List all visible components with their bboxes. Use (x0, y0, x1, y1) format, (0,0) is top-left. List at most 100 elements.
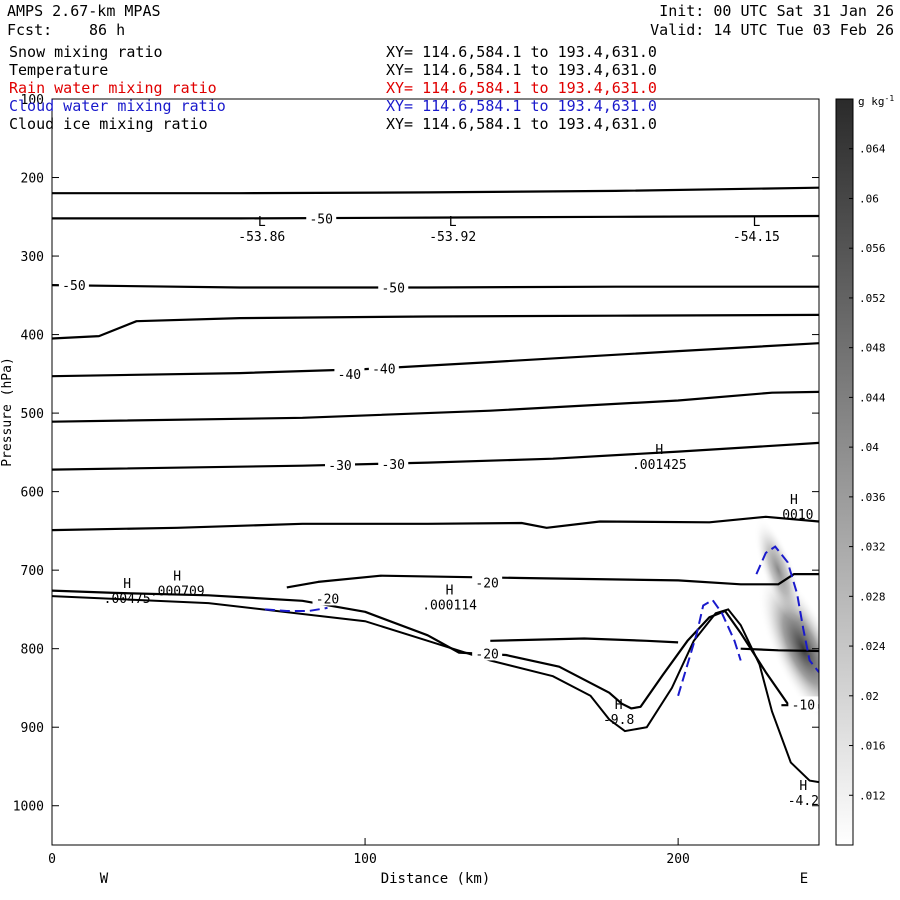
model-title: AMPS 2.67-km MPAS (7, 2, 161, 20)
field-xy-range: XY= 114.6,584.1 to 193.4,631.0 (386, 97, 657, 115)
forecast-label: Fcst: (7, 21, 53, 39)
y-tick-label: 400 (21, 329, 44, 344)
colorbar-tick-label: .024 (859, 640, 886, 653)
contour-label: -20 (475, 647, 498, 662)
init-time: Init: 00 UTC Sat 31 Jan 26 (659, 2, 894, 20)
colorbar-tick-label: .044 (859, 391, 886, 404)
extremum-value: -4.2 (788, 794, 819, 809)
contour-label-bg (368, 360, 399, 376)
field-xy-range: XY= 114.6,584.1 to 193.4,631.0 (386, 115, 657, 133)
valid-time: Valid: 14 UTC Tue 03 Feb 26 (650, 21, 894, 39)
colorbar-tick-label: .052 (859, 292, 886, 305)
isotherm-line (52, 284, 819, 289)
west-label: W (100, 871, 109, 887)
y-tick-label: 600 (21, 486, 44, 501)
extremum-value: -53.92 (429, 230, 476, 245)
field-name: Cloud ice mixing ratio (9, 115, 208, 133)
extremum-marker: L (258, 215, 266, 230)
colorbar-unit: g kg-1 (858, 94, 894, 108)
field-xy-range: XY= 114.6,584.1 to 193.4,631.0 (386, 43, 657, 61)
y-tick-label: 1000 (13, 800, 44, 815)
contour-label: -40 (372, 362, 395, 377)
y-tick-label: 900 (21, 721, 44, 736)
extremum-value: .000114 (422, 599, 477, 614)
extremum-marker: H (655, 443, 663, 458)
isotherm-line (52, 342, 819, 378)
colorbar-tick-label: .048 (859, 342, 886, 355)
snow-shading (754, 518, 803, 623)
colorbar-tick-label: .016 (859, 740, 886, 753)
y-tick-label: 500 (21, 407, 44, 422)
contour-label-bg (306, 210, 337, 226)
isotherm-line (52, 214, 819, 220)
contour-label: -40 (338, 368, 361, 383)
extremum-value: .001425 (632, 458, 687, 473)
extremum-marker: L (752, 215, 760, 230)
field-name: Temperature (9, 61, 108, 79)
colorbar-tick-label: .032 (859, 541, 886, 554)
contour-label: -20 (475, 577, 498, 592)
colorbar-tick-label: .056 (859, 242, 886, 255)
y-tick-label: 700 (21, 564, 44, 579)
field-name: Rain water mixing ratio (9, 79, 217, 97)
x-tick-label: 100 (353, 852, 376, 867)
contour-label-bg (325, 456, 356, 472)
cloud-water-contour (677, 598, 742, 697)
colorbar-tick-label: .064 (859, 143, 886, 156)
isotherm-line (286, 573, 819, 589)
contour-label-bg (788, 696, 819, 712)
extremum-marker: H (799, 779, 807, 794)
isotherm-line (490, 637, 679, 644)
contour-label: -50 (62, 279, 85, 294)
isotherm-line (52, 390, 819, 423)
contour-label-bg (312, 590, 343, 606)
colorbar-scale (835, 98, 854, 846)
colorbar-unit-exponent: -1 (885, 94, 895, 103)
contour-label-bg (378, 279, 409, 295)
extremum-marker: H (123, 577, 131, 592)
isotherm-line (52, 313, 819, 340)
extremum-value: -53.86 (238, 230, 285, 245)
cloud-water-contour (264, 606, 328, 612)
extremum-marker: H (446, 584, 454, 599)
contour-label-bg (472, 645, 503, 661)
forecast-hour: 86 h (89, 21, 126, 39)
colorbar-tick-label: .012 (859, 789, 886, 802)
colorbar-tick-label: .04 (859, 441, 879, 454)
contour-label-bg (58, 277, 89, 293)
isotherm-line (52, 441, 819, 471)
extremum-marker: L (449, 215, 457, 230)
plot-frame (51, 98, 820, 846)
isotherm-line (52, 515, 819, 532)
x-tick-label: 200 (666, 852, 689, 867)
extremum-value: -54.15 (733, 230, 780, 245)
colorbar-tick-label: .036 (859, 491, 886, 504)
extremum-value: .00475 (104, 592, 151, 607)
extremum-marker: H (790, 493, 798, 508)
x-tick-label: 0 (48, 852, 56, 867)
contour-label: -10 (792, 698, 815, 713)
y-tick-label: 300 (21, 250, 44, 265)
y-tick-label: 800 (21, 643, 44, 658)
x-axis-title: Distance (km) (381, 871, 491, 887)
contour-label-bg (378, 456, 409, 472)
extremum-value: .000709 (150, 584, 205, 599)
extremum-value: .0010 (774, 508, 813, 523)
contour-label: -20 (316, 592, 339, 607)
extremum-value: -9.8 (603, 713, 634, 728)
colorbar-tick-label: .02 (859, 690, 879, 703)
contour-label: -30 (328, 459, 351, 474)
y-tick-label: 200 (21, 172, 44, 187)
y-axis-title: Pressure (hPa) (0, 357, 15, 467)
terrain-line (52, 595, 819, 784)
contour-label: -30 (381, 458, 404, 473)
contour-label-bg (472, 574, 503, 590)
east-label: E (800, 871, 808, 887)
field-name: Cloud water mixing ratio (9, 97, 226, 115)
field-name: Snow mixing ratio (9, 43, 163, 61)
contour-label: -50 (381, 281, 404, 296)
extremum-marker: H (615, 698, 623, 713)
contour-label-bg (334, 365, 365, 381)
colorbar-tick-label: .028 (859, 590, 886, 603)
